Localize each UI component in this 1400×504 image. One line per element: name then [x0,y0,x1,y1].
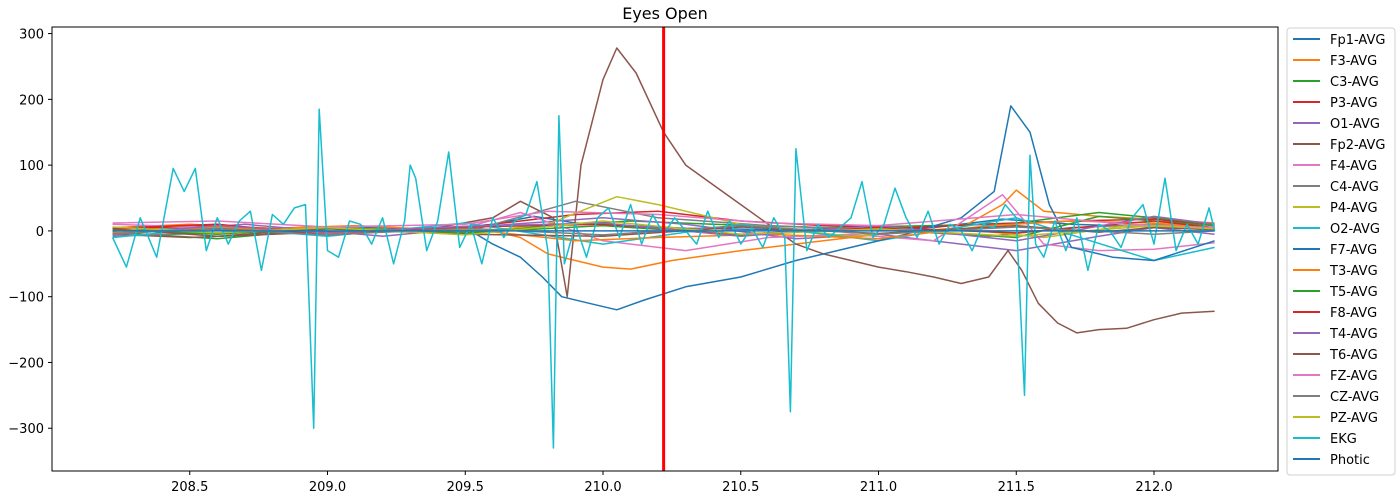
legend-label: F8-AVG [1330,306,1377,321]
x-tick-label: 211.0 [860,480,897,495]
y-tick-label: 0 [36,225,44,240]
legend-label: T5-AVG [1329,285,1378,300]
y-tick-label: 100 [19,159,44,174]
y-tick-label: −300 [8,422,44,437]
y-tick-label: −100 [8,291,44,306]
legend: Fp1-AVG F3-AVG C3-AVG P3-AVG O1-AVG Fp2-AVG F4… [1286,27,1396,476]
legend-box [1286,27,1396,476]
series-line-f3-avg [112,189,1215,270]
legend-label: F3-AVG [1330,54,1377,69]
legend-label: CZ-AVG [1330,390,1379,405]
x-tick-label: 212.0 [1135,480,1172,495]
series-layer [111,47,1216,449]
legend-label: Photic [1330,453,1370,468]
series-line-ekg [111,108,1216,449]
legend-label: T6-AVG [1329,348,1378,363]
chart-title: Eyes Open [622,4,708,23]
legend-label: FZ-AVG [1330,369,1378,384]
legend-label: EKG [1330,432,1357,447]
x-axis: 208.5 209.0 209.5 210.0 210.5 211.0 211.5 212.0 [171,471,1173,495]
x-tick-label: 208.5 [171,480,208,495]
legend-label: F4-AVG [1330,159,1377,174]
legend-label: C3-AVG [1330,75,1379,90]
legend-label: T3-AVG [1329,264,1378,279]
series-line-o1-avg [112,217,1215,252]
legend-label: O1-AVG [1330,117,1380,132]
y-tick-label: −200 [8,356,44,371]
legend-label: T4-AVG [1329,327,1378,342]
legend-label: Fp1-AVG [1330,33,1385,48]
legend-label: F7-AVG [1330,243,1377,258]
x-tick-label: 209.0 [309,480,346,495]
y-axis: 300 200 100 0 −100 −200 −300 [8,28,52,437]
x-tick-label: 209.5 [447,480,484,495]
x-tick-label: 210.5 [722,480,759,495]
y-tick-label: 200 [19,93,44,108]
x-tick-label: 210.0 [584,480,621,495]
y-tick-label: 300 [19,28,44,43]
legend-label: P3-AVG [1330,96,1378,111]
x-tick-label: 211.5 [998,480,1035,495]
plot-frame [51,26,1279,472]
legend-label: P4-AVG [1330,201,1378,216]
legend-label: O2-AVG [1330,222,1380,237]
series-line-f7-avg [112,105,1215,311]
series-line-fz-avg [112,210,1215,229]
legend-label: PZ-AVG [1330,411,1378,426]
legend-label: Fp2-AVG [1330,138,1385,153]
legend-label: C4-AVG [1330,180,1379,195]
